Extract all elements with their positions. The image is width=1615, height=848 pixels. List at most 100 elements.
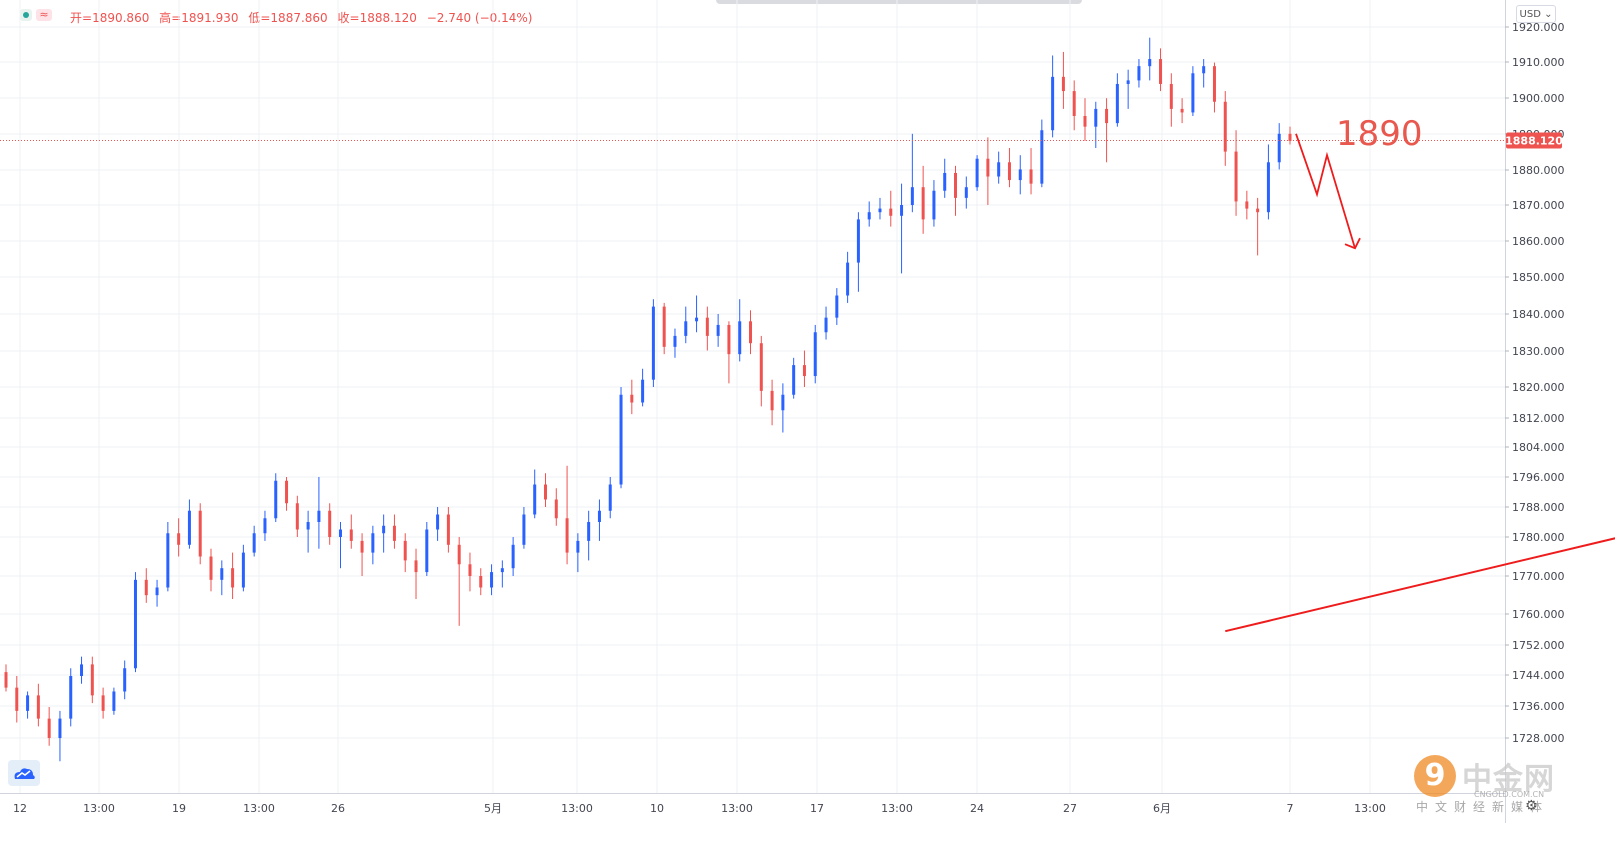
status-dot-icon[interactable] (20, 9, 32, 21)
candle-body (274, 480, 278, 519)
candle-body (716, 324, 720, 336)
candle-body (187, 510, 191, 545)
candle-body (759, 343, 763, 391)
candle-body (123, 668, 127, 692)
candle-body (533, 484, 537, 515)
candle-body (263, 518, 267, 534)
price-axis-label: 1736.000 (1512, 700, 1565, 713)
price-axis-label: 1728.000 (1512, 732, 1565, 745)
candle-body (338, 529, 342, 537)
candle-body (177, 533, 181, 545)
ohlc-readout: 开=1890.860 高=1891.930 低=1887.860 收=1888.… (70, 11, 533, 25)
time-axis-label: 13:00 (881, 802, 913, 815)
candle-body (1245, 201, 1249, 209)
change-value: −2.740 (−0.14%) (426, 11, 533, 25)
price-axis-label: 1910.000 (1512, 56, 1565, 69)
wave-icon[interactable]: ≈ (36, 9, 52, 21)
candle-body (792, 365, 796, 395)
candle-body (1277, 133, 1281, 163)
candle-body (360, 540, 364, 553)
candle-body (1288, 133, 1292, 141)
candle-body (587, 522, 591, 541)
forecast-path[interactable] (1295, 133, 1356, 249)
low-label: 低 (248, 11, 261, 25)
open-value: 1890.860 (92, 11, 150, 25)
candle-body (144, 579, 148, 596)
cngold-watermark: 中金网 CNGOLD.COM.CN 中文财经新媒体 (1410, 752, 1560, 822)
price-axis-label: 1850.000 (1512, 271, 1565, 284)
candle-body (457, 544, 461, 565)
candle-body (392, 525, 396, 541)
candle-body (543, 484, 547, 500)
high-label: 高 (159, 11, 172, 25)
candle-body (1105, 108, 1109, 124)
candle-body (425, 529, 429, 573)
time-axis-label: 10 (650, 802, 664, 815)
candle-body (90, 664, 94, 696)
candle-body (1094, 108, 1098, 127)
candle-body (500, 568, 504, 573)
currency-selector[interactable]: USD ⌄ (1516, 5, 1556, 23)
candle-body (1266, 162, 1270, 213)
candle-body (4, 672, 8, 688)
last-price-tag (1506, 132, 1562, 149)
time-axis-label: 26 (331, 802, 345, 815)
candle-body (1191, 73, 1195, 113)
candle-body (1256, 208, 1260, 213)
candle-body (565, 518, 569, 553)
watermark-name: 中金网 (1462, 762, 1555, 797)
price-axis-label: 1820.000 (1512, 381, 1565, 394)
gear-icon[interactable]: ⚙ (1525, 798, 1538, 814)
low-value: 1887.860 (270, 11, 328, 25)
candle-body (932, 190, 936, 220)
price-axis-label: 1900.000 (1512, 92, 1565, 105)
price-axis-label: 1770.000 (1512, 570, 1565, 583)
watermark-tagline: 中文财经新媒体 (1416, 800, 1550, 814)
candle-body (910, 187, 914, 205)
candle-body (738, 321, 742, 355)
tradingview-logo[interactable] (8, 760, 40, 786)
price-axis-label: 1752.000 (1512, 639, 1565, 652)
candle-body (436, 514, 440, 530)
price-axis-label: 1920.000 (1512, 21, 1565, 34)
last-price-label: 1888.120 (1505, 134, 1563, 147)
price-axis-label: 1880.000 (1512, 164, 1565, 177)
candle-body (1083, 116, 1087, 127)
time-axis-label: 19 (172, 802, 186, 815)
candle-body (382, 525, 386, 534)
candle-body (695, 317, 699, 322)
time-axis-label: 17 (810, 802, 824, 815)
candle-body (1234, 151, 1238, 202)
candle-body (252, 533, 256, 553)
candle-body (414, 560, 418, 573)
watermark-url: CNGOLD.COM.CN (1474, 790, 1545, 799)
candle-body (479, 576, 483, 588)
candle-body (954, 172, 958, 198)
candle-body (576, 540, 580, 553)
candle-body (349, 529, 353, 541)
close-label: 收 (337, 11, 350, 25)
candle-body (69, 676, 73, 719)
price-axis-label: 1788.000 (1512, 501, 1565, 514)
candle-body (112, 691, 116, 711)
high-value: 1891.930 (181, 11, 239, 25)
candle-body (802, 365, 806, 377)
candle-body (943, 172, 947, 191)
candle-body (317, 510, 321, 522)
candle-body (446, 514, 450, 545)
chart-header: ≈ 开=1890.860 高=1891.930 低=1887.860 收=188… (0, 0, 1505, 30)
candle-body (166, 533, 170, 588)
candle-body (997, 162, 1001, 177)
candle-body (403, 540, 407, 561)
candle-body (856, 219, 860, 263)
candle-body (813, 332, 817, 377)
candle-body (328, 510, 332, 537)
candle-body (1137, 66, 1141, 81)
price-axis-label: 1860.000 (1512, 235, 1565, 248)
forecast-arrowhead (1344, 237, 1361, 250)
time-axis-label: 12 (13, 802, 27, 815)
price-axis-label: 1812.000 (1512, 412, 1565, 425)
price-annotation[interactable]: 1890 (1336, 114, 1423, 154)
price-axis-label: 1840.000 (1512, 308, 1565, 321)
